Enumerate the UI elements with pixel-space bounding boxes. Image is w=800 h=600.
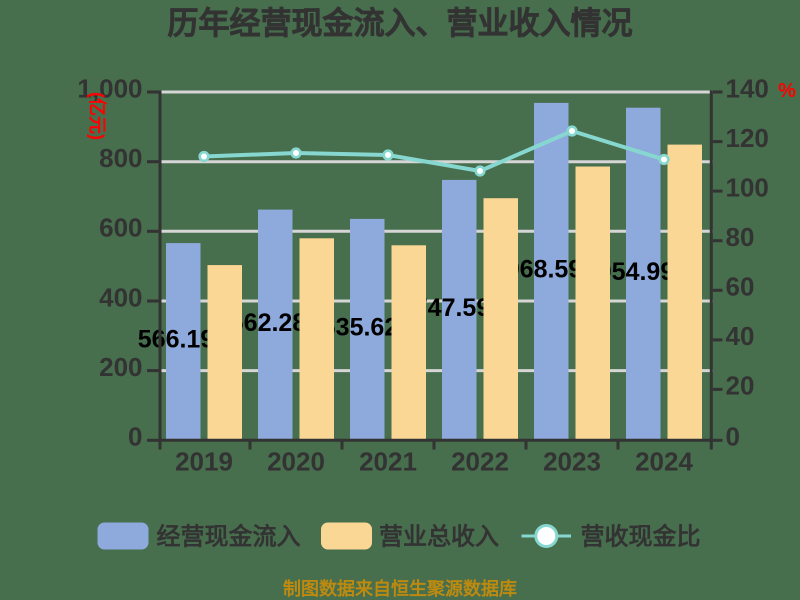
svg-text:20: 20 (726, 371, 755, 401)
svg-text:2023: 2023 (543, 447, 601, 477)
svg-text:566.19: 566.19 (138, 326, 214, 354)
svg-text:%: % (778, 80, 796, 102)
svg-text:200: 200 (99, 352, 142, 382)
svg-text:968.59: 968.59 (506, 256, 582, 284)
svg-text:80: 80 (726, 222, 755, 252)
svg-text:营收现金比: 营收现金比 (581, 523, 701, 551)
svg-text:2021: 2021 (359, 447, 417, 477)
svg-text:400: 400 (99, 282, 142, 312)
svg-text:2024: 2024 (635, 447, 693, 477)
svg-text:2022: 2022 (451, 447, 509, 477)
svg-text:800: 800 (99, 143, 142, 173)
svg-text:营业总收入: 营业总收入 (379, 523, 499, 551)
svg-text:历年经营现金流入、营业收入情况: 历年经营现金流入、营业收入情况 (168, 6, 633, 41)
svg-text:(亿元): (亿元) (87, 92, 108, 140)
svg-text:600: 600 (99, 213, 142, 243)
svg-text:954.99: 954.99 (598, 258, 674, 286)
svg-text:40: 40 (726, 321, 755, 351)
svg-text:635.62: 635.62 (322, 314, 398, 342)
svg-text:2019: 2019 (175, 447, 233, 477)
svg-text:0: 0 (128, 422, 142, 452)
svg-text:制图数据来自恒生聚源数据库: 制图数据来自恒生聚源数据库 (283, 578, 517, 599)
svg-text:140: 140 (726, 73, 769, 103)
svg-text:120: 120 (726, 123, 769, 153)
svg-text:747.59: 747.59 (414, 294, 490, 322)
svg-text:100: 100 (726, 172, 769, 202)
svg-text:经营现金流入: 经营现金流入 (157, 523, 301, 551)
svg-text:60: 60 (726, 272, 755, 302)
svg-text:662.28: 662.28 (230, 309, 307, 337)
svg-text:1,000: 1,000 (77, 73, 142, 103)
svg-text:0: 0 (726, 422, 740, 452)
svg-text:2020: 2020 (267, 447, 325, 477)
